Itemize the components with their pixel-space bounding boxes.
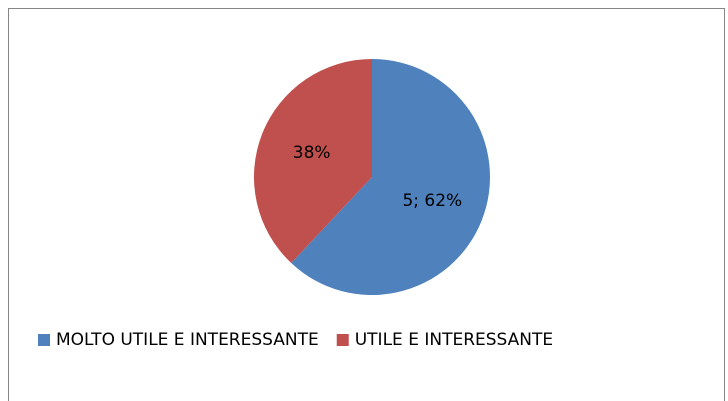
pie-slice xyxy=(291,59,491,296)
legend-label: UTILE E INTERESSANTE xyxy=(355,330,553,350)
legend-swatch xyxy=(38,334,50,346)
legend-label: MOLTO UTILE E INTERESSANTE xyxy=(56,330,319,350)
legend-swatch xyxy=(336,334,349,346)
slice-label: 38% xyxy=(293,143,331,163)
slice-label: 5; 62% xyxy=(402,191,462,211)
pie-slice xyxy=(254,59,372,264)
